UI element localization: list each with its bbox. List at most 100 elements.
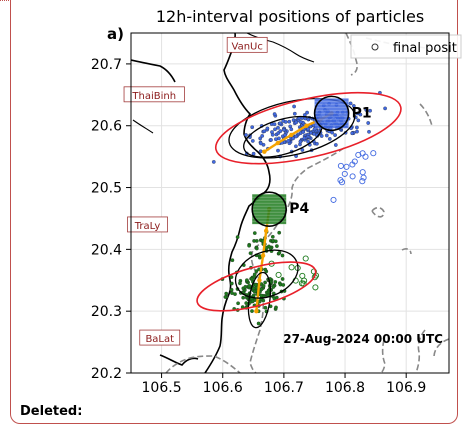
particle-marker (278, 121, 283, 126)
final-position-marker (288, 264, 295, 271)
particle-marker (229, 275, 234, 279)
particle-marker (355, 111, 360, 116)
release-grid (252, 194, 287, 225)
mean-track-point (257, 278, 262, 283)
black-spread-ellipse-p1 (228, 97, 356, 159)
particle-marker (238, 281, 242, 286)
particle-marker (252, 272, 257, 277)
particle-marker (263, 305, 268, 310)
x-tick-label: 106.9 (386, 380, 426, 396)
particle-marker (241, 295, 246, 300)
particle-marker (278, 129, 283, 133)
final-position-marker (343, 163, 350, 170)
particle-marker (294, 120, 299, 125)
timestamp-label: 27-Aug-2024 00:00 UTC (283, 332, 443, 346)
mean-track-point (260, 253, 266, 258)
final-position-marker (360, 174, 367, 181)
x-tick-label: 106.7 (264, 380, 304, 396)
particle-marker (245, 278, 249, 283)
particle-marker (286, 139, 291, 143)
particle-marker (350, 131, 355, 136)
particle-marker (254, 269, 259, 274)
final-position-marker (362, 153, 369, 160)
particle-marker (330, 130, 334, 135)
particle-marker (276, 125, 280, 130)
particle-marker (333, 143, 338, 147)
particle-marker (301, 130, 306, 134)
y-tick-label: 20.5 (91, 181, 122, 197)
particle-marker (271, 285, 276, 289)
final-position-marker (337, 162, 344, 169)
particle-marker (258, 136, 263, 141)
particle-marker (383, 106, 387, 111)
particle-marker (306, 127, 311, 131)
place-name: VanUc (232, 41, 263, 52)
final-position-marker (302, 255, 309, 262)
particle-marker (258, 149, 263, 154)
particle-marker (277, 230, 282, 235)
mean-track-point (263, 228, 269, 234)
release-label: P4 (289, 201, 309, 217)
final-position-marker (351, 158, 358, 165)
particle-marker (298, 139, 303, 144)
particle-marker (302, 136, 307, 141)
legend-marker (371, 43, 379, 51)
particle-marker (272, 112, 277, 116)
particle-marker (306, 139, 310, 144)
particle-marker (256, 321, 261, 326)
particle-marker (263, 280, 267, 285)
release-circle (313, 95, 350, 132)
place-label-vanuc: VanUc (226, 36, 268, 53)
particle-marker (275, 244, 279, 248)
legend-box: final posit (350, 34, 462, 59)
particle-marker (280, 277, 285, 281)
grid-lines (131, 33, 449, 374)
final-position-marker (299, 272, 306, 279)
particle-marker (251, 151, 256, 156)
particle-marker (306, 117, 311, 122)
particle-marker (351, 104, 356, 108)
particle-marker (272, 122, 277, 127)
particle-marker (265, 126, 270, 131)
particle-marker (312, 132, 316, 136)
particle-marker (250, 125, 255, 130)
coastline (131, 33, 271, 373)
particle-marker (269, 138, 273, 142)
particle-marker (230, 258, 235, 263)
particle-marker (277, 250, 282, 255)
particle-marker (247, 243, 251, 248)
particle-marker (247, 284, 252, 288)
y-tick-label: 20.3 (91, 304, 122, 320)
final-position-marker (349, 173, 356, 180)
place-name: ThaiBinh (131, 91, 176, 102)
place-label-balat: BaLat (139, 329, 181, 346)
particle-marker (315, 141, 319, 146)
place-name: BaLat (145, 334, 174, 345)
chart-title: 12h-interval positions of particles (156, 7, 424, 26)
particle-marker (292, 104, 296, 109)
red-spread-ellipse-p4 (196, 261, 317, 312)
release-label: P1 (352, 105, 372, 121)
particle-marker (298, 120, 303, 124)
particle-marker (257, 255, 262, 260)
place-box (127, 216, 168, 233)
place-label-traly: TraLy (127, 216, 168, 233)
particle-marker (355, 129, 359, 134)
particle-marker (273, 239, 278, 244)
particle-marker (235, 235, 240, 239)
x-tick-label: 106.8 (325, 380, 365, 396)
particle-cloud-p1 (330, 150, 377, 203)
release-area-p4: P4 (251, 191, 309, 227)
place-name: TraLy (134, 221, 161, 232)
particle-marker (259, 287, 264, 292)
particle-marker (270, 234, 275, 239)
mean-track-point (304, 123, 309, 128)
particle-marker (252, 231, 257, 235)
particle-marker (262, 129, 267, 134)
place-box (123, 86, 185, 103)
release-area-p1: P1 (313, 95, 372, 132)
particle-marker (274, 137, 278, 142)
particle-marker (283, 120, 288, 124)
particle-marker (294, 144, 298, 149)
final-position-marker (355, 151, 362, 158)
